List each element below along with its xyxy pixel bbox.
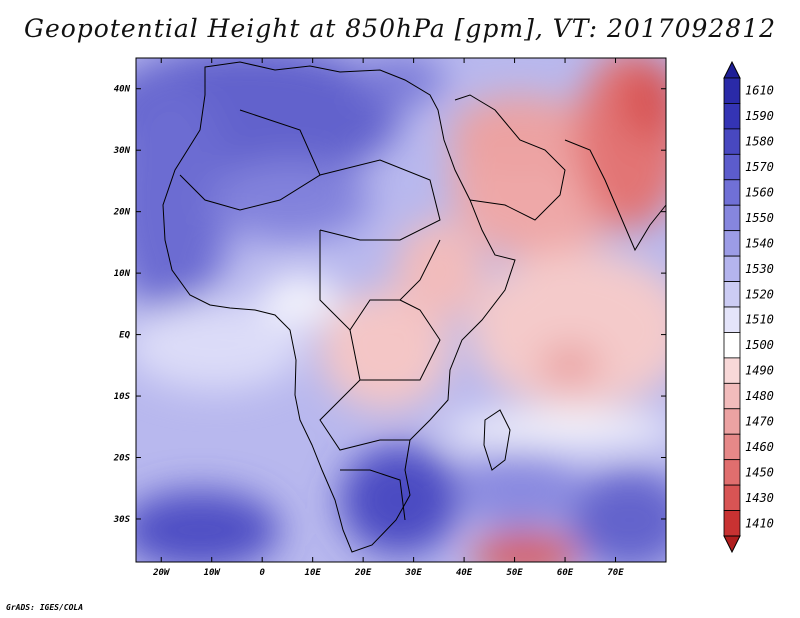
colorbar-swatch xyxy=(724,332,740,357)
colorbar-label: 1490 xyxy=(745,364,774,378)
colorbar-label: 1610 xyxy=(745,84,774,98)
lon-tick-label: 10E xyxy=(305,568,322,578)
colorbar-swatch xyxy=(724,358,740,383)
lat-tick-label: 10S xyxy=(114,392,131,402)
colorbar-swatch xyxy=(724,409,740,434)
lon-tick-label: 0 xyxy=(259,568,265,578)
colorbar-label: 1450 xyxy=(745,465,774,479)
colorbar-label: 1580 xyxy=(745,135,774,149)
colorbar-label: 1570 xyxy=(745,160,774,174)
colorbar-swatch xyxy=(724,205,740,230)
colorbar-swatch xyxy=(724,103,740,128)
colorbar-swatch xyxy=(724,511,740,536)
colorbar-label: 1430 xyxy=(745,491,774,505)
colorbar-label: 1550 xyxy=(745,211,774,225)
colorbar-label: 1560 xyxy=(745,186,774,200)
colorbar: 1610 1590 1580 1570 1560 1550 1540 1530 1520 1510… xyxy=(724,62,774,552)
colorbar-label: 1540 xyxy=(745,236,774,250)
geopotential-field xyxy=(100,45,690,577)
colorbar-label: 1470 xyxy=(745,415,774,429)
colorbar-swatch xyxy=(724,180,740,205)
lon-tick-label: 20E xyxy=(354,568,372,578)
lat-tick-label: 30N xyxy=(113,146,131,156)
colorbar-swatch xyxy=(724,485,740,510)
colorbar-top-arrow xyxy=(724,62,740,78)
colorbar-label: 1460 xyxy=(745,440,774,454)
colorbar-label: 1530 xyxy=(745,262,774,276)
colorbar-swatch xyxy=(724,307,740,332)
lat-tick-label: EQ xyxy=(119,331,130,341)
colorbar-swatch xyxy=(724,434,740,459)
colorbar-label: 1520 xyxy=(745,287,774,301)
colorbar-swatch xyxy=(724,129,740,154)
lon-tick-label: 70E xyxy=(607,568,624,578)
grads-credit: GrADS: IGES/COLA xyxy=(6,603,83,612)
colorbar-swatch xyxy=(724,383,740,408)
colorbar-swatch xyxy=(724,256,740,281)
lat-tick-label: 30S xyxy=(113,515,131,525)
lon-tick-label: 40E xyxy=(456,568,473,578)
lon-tick-label: 60E xyxy=(557,568,574,578)
colorbar-swatch xyxy=(724,460,740,485)
lat-tick-label: 10N xyxy=(114,269,131,279)
colorbar-swatch xyxy=(724,231,740,256)
lat-tick-label: 20S xyxy=(113,454,131,464)
lon-tick-label: 30E xyxy=(404,568,422,578)
lon-tick-label: 10W xyxy=(204,568,222,578)
colorbar-swatch xyxy=(724,154,740,179)
lon-tick-label: 20W xyxy=(152,568,171,578)
colorbar-label: 1410 xyxy=(745,516,774,530)
colorbar-bottom-arrow xyxy=(724,536,740,552)
lat-tick-label: 40N xyxy=(114,85,131,95)
lat-tick-label: 20N xyxy=(113,208,131,218)
colorbar-label: 1510 xyxy=(745,313,774,327)
lon-tick-label: 50E xyxy=(506,568,523,578)
colorbar-label: 1590 xyxy=(745,109,774,123)
colorbar-label: 1480 xyxy=(745,389,774,403)
colorbar-label: 1500 xyxy=(745,338,774,352)
map-figure: 40N 30N 20N 10N EQ 10S 20S 30S 20W 10W 0 10E 20E 30E… xyxy=(0,0,800,618)
colorbar-swatch xyxy=(724,282,740,307)
colorbar-swatch xyxy=(724,78,740,103)
